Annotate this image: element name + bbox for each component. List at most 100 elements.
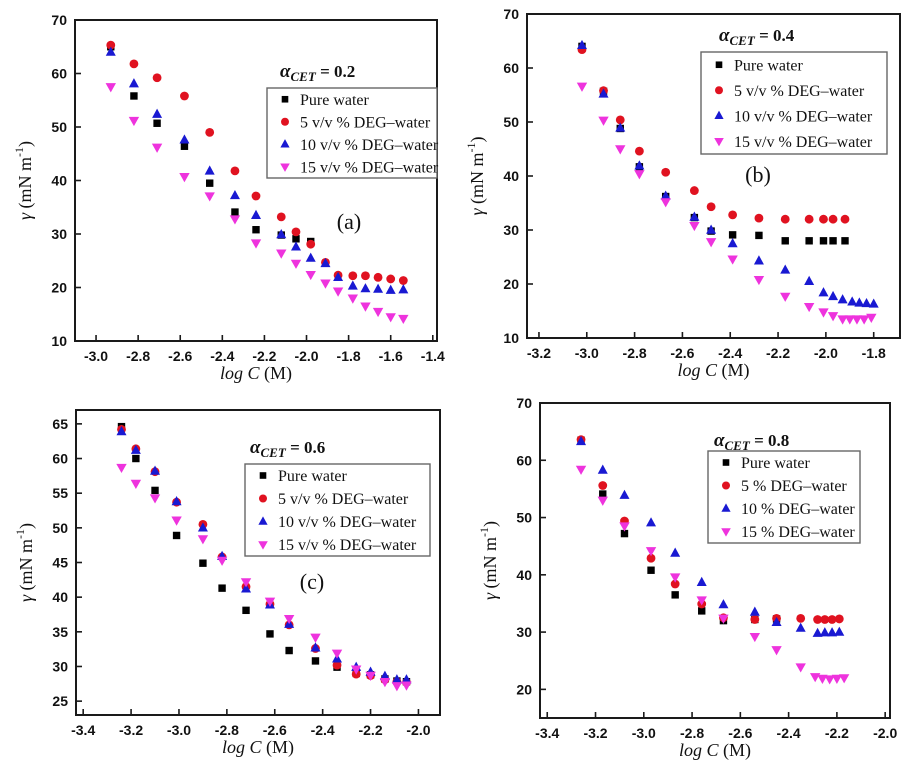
data-point xyxy=(132,454,140,463)
legend-triangle-up-marker xyxy=(280,139,290,148)
x-tick-label: -2.2 xyxy=(252,348,276,364)
data-point xyxy=(360,283,371,293)
legend-triangle-down-marker xyxy=(280,163,290,172)
data-point xyxy=(670,547,681,557)
x-tick-label: -2.0 xyxy=(294,348,318,364)
data-point xyxy=(671,591,679,599)
data-point xyxy=(660,198,671,208)
plot-frame xyxy=(539,402,891,719)
data-point xyxy=(106,40,116,50)
data-point xyxy=(576,435,587,446)
data-point xyxy=(728,210,738,220)
data-point xyxy=(598,88,609,98)
legend-entry-label: 5 v/v % DEG–water xyxy=(734,83,865,100)
data-point xyxy=(827,627,838,637)
data-point xyxy=(180,91,189,101)
data-point xyxy=(311,657,320,665)
legend-entry: 15 v/v % DEG–water xyxy=(280,159,439,176)
data-point xyxy=(834,614,844,624)
data-point xyxy=(130,92,138,100)
data-point xyxy=(598,116,609,126)
data-point xyxy=(750,615,760,624)
legend-entry-label: 15 v/v % DEG–water xyxy=(278,537,417,554)
data-point xyxy=(372,307,384,318)
legend-entry-label: 5 v/v % DEG–water xyxy=(278,491,409,508)
data-point xyxy=(646,553,656,563)
legend-triangle-down-marker xyxy=(258,541,268,550)
data-point xyxy=(755,231,763,240)
y-axis-title: γ (mN m-1) xyxy=(477,521,501,600)
legend-circle-marker xyxy=(259,494,267,503)
y-axis-title: γ (mN m-1) xyxy=(464,136,488,215)
legend-entry: 5 v/v % DEG–water xyxy=(259,491,409,508)
data-point xyxy=(151,486,159,495)
data-point xyxy=(172,531,181,540)
legend-entry-label: 10 v/v % DEG–water xyxy=(734,108,873,125)
data-point xyxy=(385,313,396,323)
legend-entry-label: 10 v/v % DEG–water xyxy=(278,514,417,531)
legend-triangle-down-marker xyxy=(714,137,724,147)
data-point xyxy=(696,596,707,606)
legend-entry: Pure water xyxy=(722,455,811,472)
data-point xyxy=(795,622,806,632)
panel-letter: (b) xyxy=(745,162,771,187)
data-point xyxy=(689,221,700,232)
data-point xyxy=(347,294,359,304)
data-point xyxy=(285,646,293,655)
data-point xyxy=(204,192,215,202)
data-point xyxy=(379,670,390,680)
data-point xyxy=(398,314,409,325)
legend-entry-label: 15 v/v % DEG–water xyxy=(734,134,873,151)
data-point xyxy=(818,287,829,297)
data-point xyxy=(824,675,835,685)
x-tick-label: -1.6 xyxy=(379,348,403,364)
data-point xyxy=(250,239,262,249)
y-tick-label: 50 xyxy=(51,119,67,135)
legend-entry: Pure water xyxy=(281,92,370,109)
panel-alpha-title: αCET = 0.4 xyxy=(719,25,795,48)
data-point xyxy=(290,259,302,269)
data-point xyxy=(706,202,716,212)
data-point xyxy=(306,239,316,249)
data-point xyxy=(171,496,182,506)
data-point xyxy=(276,229,287,239)
data-point xyxy=(817,674,828,684)
data-point xyxy=(276,212,286,222)
data-point xyxy=(771,616,782,627)
data-point xyxy=(718,599,729,609)
data-point xyxy=(305,252,316,262)
data-point xyxy=(803,302,815,313)
data-point xyxy=(749,606,760,616)
data-point xyxy=(813,615,822,624)
data-point xyxy=(575,465,587,475)
legend-box xyxy=(700,51,888,155)
y-tick-label: 40 xyxy=(52,589,68,605)
data-point xyxy=(105,83,116,93)
y-tick-label: 30 xyxy=(503,222,519,238)
legend-entry-label: 5 v/v % DEG–water xyxy=(300,114,431,131)
data-point xyxy=(305,270,316,281)
y-tick-label: 25 xyxy=(52,693,68,709)
data-point xyxy=(705,238,717,248)
data-point xyxy=(576,82,588,92)
data-point xyxy=(728,231,737,239)
data-point xyxy=(851,315,863,325)
x-tick-label: -3.2 xyxy=(119,722,143,738)
data-point xyxy=(180,142,189,150)
legend: Pure water 5 v/v % DEG–water 10 v/v % DEG–… xyxy=(266,87,439,179)
legend-entry: 5 % DEG–water xyxy=(722,478,847,495)
y-axis-title: γ (mN m-1) xyxy=(13,523,37,602)
data-point xyxy=(844,315,855,325)
panel-alpha-title: αCET = 0.2 xyxy=(280,61,355,84)
data-point xyxy=(829,237,837,245)
data-point xyxy=(398,284,409,294)
legend-entry-label: Pure water xyxy=(300,92,370,109)
data-point xyxy=(151,143,163,153)
data-point xyxy=(818,308,829,318)
data-point xyxy=(670,579,680,589)
data-point xyxy=(837,315,848,325)
data-point xyxy=(153,119,161,127)
panel-alpha-title: αCET = 0.8 xyxy=(714,430,789,453)
data-point xyxy=(615,145,626,155)
legend-circle-marker xyxy=(715,86,723,95)
